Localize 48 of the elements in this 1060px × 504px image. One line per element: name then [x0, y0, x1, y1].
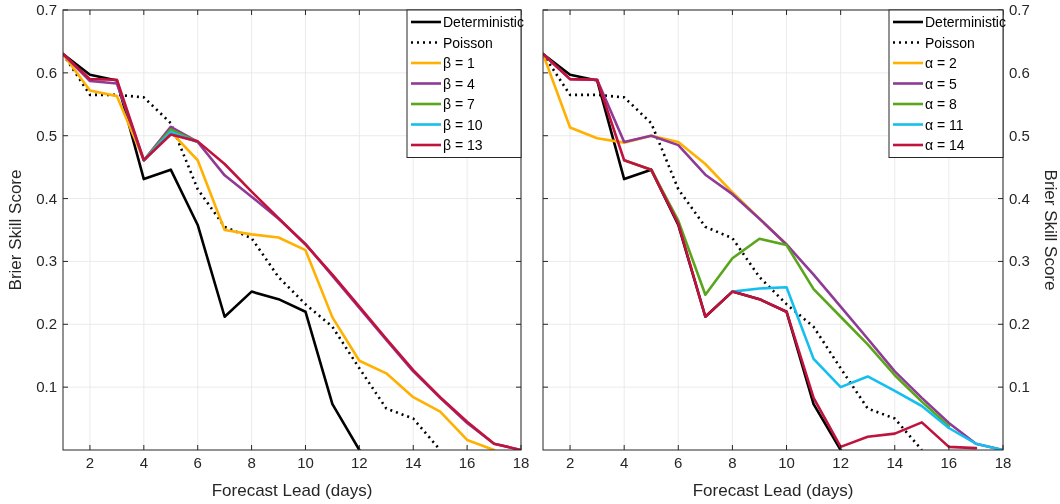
legend-label: β = 4: [443, 75, 476, 92]
x-tick-label: 4: [139, 454, 148, 471]
legend-label: β = 1: [443, 55, 476, 71]
x-tick-label: 16: [940, 454, 958, 471]
legend-label: β = 7: [443, 96, 476, 112]
x-tick-label: 14: [886, 454, 904, 471]
legend-label: α = 2: [925, 55, 958, 71]
y-axis-title: Brier Skill Score: [6, 169, 25, 291]
x-tick-label: 12: [351, 454, 368, 471]
x-tick-label: 2: [565, 454, 575, 471]
x-tick-label: 10: [297, 454, 314, 471]
x-tick-label: 8: [728, 454, 737, 471]
y-tick-label: 0.7: [36, 1, 57, 18]
y-tick-label: 0.3: [36, 252, 57, 270]
x-tick-label: 10: [778, 454, 795, 471]
legend-label: α = 5: [925, 75, 958, 92]
y2-tick-label: 0.4: [1009, 189, 1030, 207]
x-tick-label: 6: [674, 454, 683, 471]
x-tick-label: 18: [994, 454, 1012, 471]
legend-label: β = 13: [443, 137, 483, 153]
y2-tick-label: 0.1: [1009, 378, 1030, 396]
x-tick-label: 18: [512, 454, 530, 471]
x-axis-title: Forecast Lead (days): [692, 481, 854, 500]
legend-label: Poisson: [925, 34, 975, 51]
x-tick-label: 12: [832, 454, 849, 471]
y2-tick-label: 0.5: [1009, 126, 1030, 144]
y2-axis-title: Brier Skill Score: [1041, 169, 1060, 291]
legend-label: α = 8: [925, 96, 958, 112]
legend-label: Poisson: [443, 34, 493, 51]
y2-tick-label: 0.2: [1009, 315, 1030, 333]
y-tick-label: 0.1: [36, 378, 57, 396]
legend-label: β = 10: [443, 116, 483, 133]
x-tick-label: 14: [404, 454, 422, 471]
y-tick-label: 0.6: [36, 63, 57, 81]
y-tick-label: 0.5: [36, 126, 57, 144]
legend-label: α = 14: [925, 137, 965, 153]
y2-tick-label: 0.6: [1009, 63, 1030, 81]
y-tick-label: 0.2: [36, 315, 57, 333]
y-tick-label: 0.4: [36, 189, 57, 207]
x-tick-label: 6: [193, 454, 202, 471]
x-tick-label: 2: [85, 454, 95, 471]
y2-tick-label: 0.7: [1009, 1, 1030, 18]
legend-label: α = 11: [925, 116, 964, 133]
x-tick-label: 4: [620, 454, 629, 471]
x-axis-title: Forecast Lead (days): [211, 481, 373, 500]
x-tick-label: 16: [458, 454, 476, 471]
x-tick-label: 8: [247, 454, 256, 471]
y2-tick-label: 0.3: [1009, 252, 1030, 270]
